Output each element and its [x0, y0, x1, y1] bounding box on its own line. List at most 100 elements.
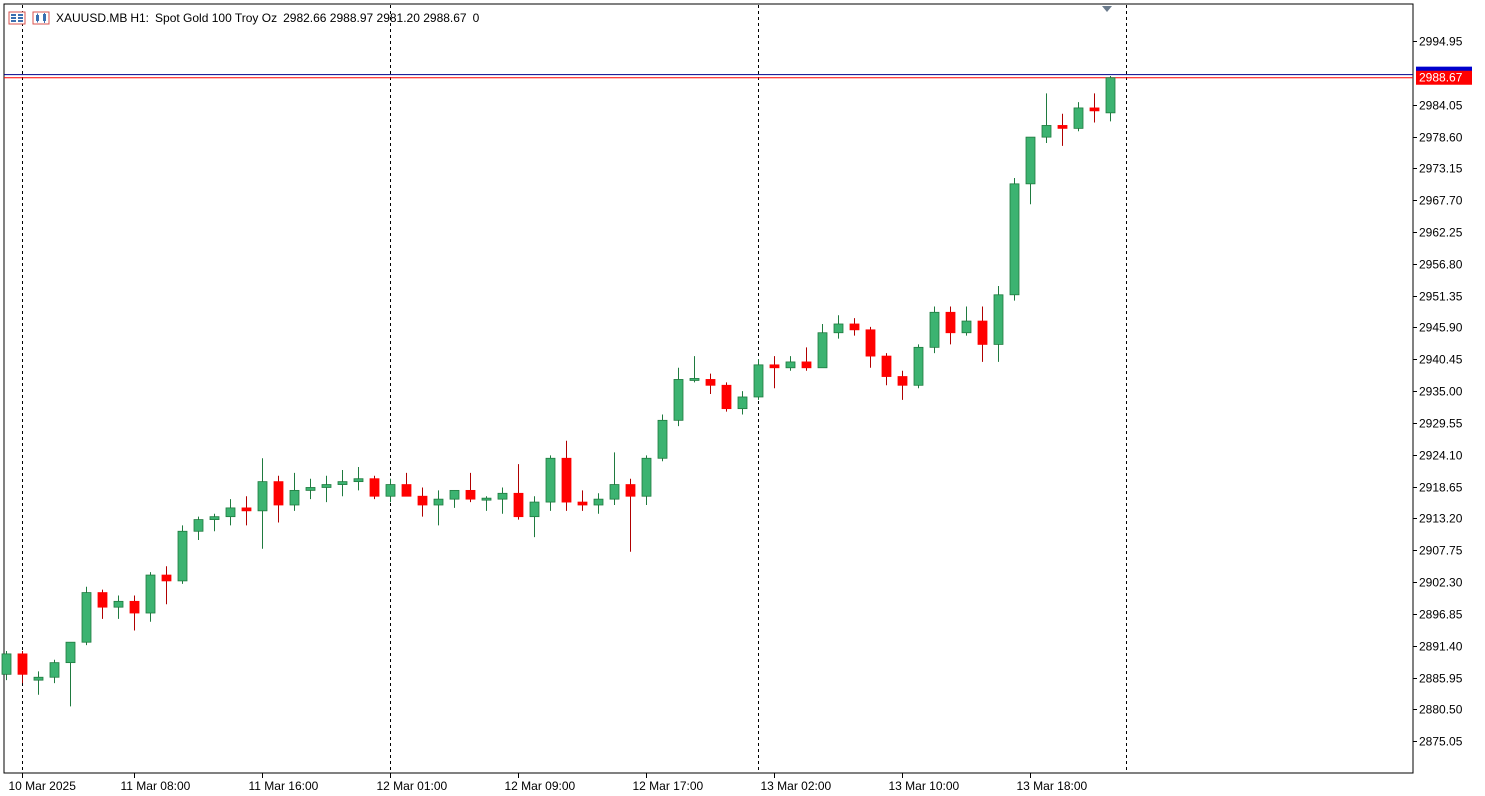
price-tick-label: 2880.50: [1419, 703, 1463, 717]
timeframe-label: H1:: [130, 11, 150, 25]
price-tick-label: 2929.55: [1419, 417, 1463, 431]
candle-body: [801, 361, 812, 369]
candle-body: [1089, 107, 1100, 112]
time-axis[interactable]: 10 Mar 2025 11 Mar 08:00 11 Mar 16:00 12 Ma…: [9, 773, 1088, 793]
candle: [657, 414, 668, 462]
candle: [833, 315, 844, 339]
price-tick-label: 2956.80: [1419, 258, 1463, 272]
candle-body: [225, 507, 236, 518]
price-tick-label: 2885.95: [1419, 672, 1463, 686]
candle-body: [513, 492, 524, 518]
price-tick-label: 2896.85: [1419, 608, 1463, 622]
candle: [289, 472, 300, 511]
candle: [753, 359, 764, 400]
candle: [193, 516, 204, 541]
candle-body: [273, 481, 284, 506]
candle: [673, 367, 684, 427]
candle: [417, 487, 428, 517]
price-tick-label: 2924.10: [1419, 449, 1463, 463]
candle-body: [753, 364, 764, 398]
candle: [897, 370, 908, 400]
candle-body: [897, 376, 908, 386]
price-tick-label: 2962.25: [1419, 226, 1463, 240]
candle: [257, 458, 268, 549]
candle: [305, 478, 316, 500]
price-tick-label: 2994.95: [1419, 35, 1463, 49]
candle-body: [961, 320, 972, 334]
candle: [849, 318, 860, 336]
candle-body: [881, 355, 892, 377]
candle: [225, 499, 236, 526]
candle: [65, 641, 76, 707]
time-tick-label: 12 Mar 17:00: [633, 779, 704, 793]
price-axis[interactable]: 2994.95 2984.05 2978.60 2973.15 2967.70 2962.…: [1413, 35, 1463, 749]
price-tick-label: 2907.75: [1419, 544, 1463, 558]
candle: [577, 490, 588, 511]
price-tick-label: 2875.05: [1419, 735, 1463, 749]
candle: [625, 478, 636, 552]
candle: [801, 347, 812, 371]
candle-body: [817, 332, 828, 369]
price-tick-label: 2891.40: [1419, 640, 1463, 654]
candle: [1073, 102, 1084, 132]
candle: [401, 472, 412, 497]
candle: [145, 572, 156, 622]
candle: [945, 306, 956, 345]
symbol-chart-icon[interactable]: [32, 11, 50, 25]
candle-body: [545, 457, 556, 503]
candles: [1, 75, 1116, 707]
candle: [241, 496, 252, 526]
candle-body: [161, 574, 172, 582]
candle-body: [785, 361, 796, 369]
candle-body: [369, 478, 380, 497]
candle-body: [145, 574, 156, 614]
candle-body: [641, 457, 652, 497]
candle-body: [49, 662, 60, 678]
candle: [689, 356, 700, 383]
candle-body: [337, 481, 348, 485]
candle-body: [1057, 125, 1068, 129]
candle: [209, 513, 220, 532]
shift-marker-icon[interactable]: [1102, 6, 1112, 12]
candle-body: [737, 396, 748, 410]
candle-body: [129, 600, 140, 614]
candle: [161, 566, 172, 605]
candle: [641, 455, 652, 505]
candle: [81, 586, 92, 646]
plot-area[interactable]: [3, 3, 1414, 774]
candle-body: [481, 497, 492, 501]
candle-body: [929, 311, 940, 348]
candle-body: [97, 592, 108, 608]
candle: [961, 306, 972, 336]
candle: [129, 595, 140, 631]
candle: [1041, 93, 1052, 143]
candle: [17, 650, 28, 684]
candle-body: [1, 653, 12, 675]
candle-body: [1009, 183, 1020, 296]
price-tick-label: 2978.60: [1419, 131, 1463, 145]
candle: [593, 493, 604, 514]
candle-body: [977, 320, 988, 345]
candle: [113, 595, 124, 619]
candle-body: [289, 489, 300, 506]
candle-body: [65, 641, 76, 664]
time-tick-label: 13 Mar 10:00: [889, 779, 960, 793]
candle: [929, 306, 940, 354]
candle-body: [177, 530, 188, 582]
price-tick-label: 2984.05: [1419, 99, 1463, 113]
time-tick-label: 11 Mar 08:00: [121, 779, 191, 793]
time-tick-label: 12 Mar 01:00: [377, 779, 448, 793]
time-tick-label: 12 Mar 09:00: [505, 779, 576, 793]
candle-body: [609, 484, 620, 500]
candle: [737, 391, 748, 415]
volume-value: 0: [472, 11, 480, 25]
candle-body: [353, 478, 364, 483]
candle-body: [561, 457, 572, 503]
candle-body: [209, 516, 220, 520]
candle-body: [433, 498, 444, 506]
candle-body: [113, 600, 124, 608]
candle: [529, 496, 540, 538]
market-watch-icon[interactable]: [8, 11, 26, 25]
